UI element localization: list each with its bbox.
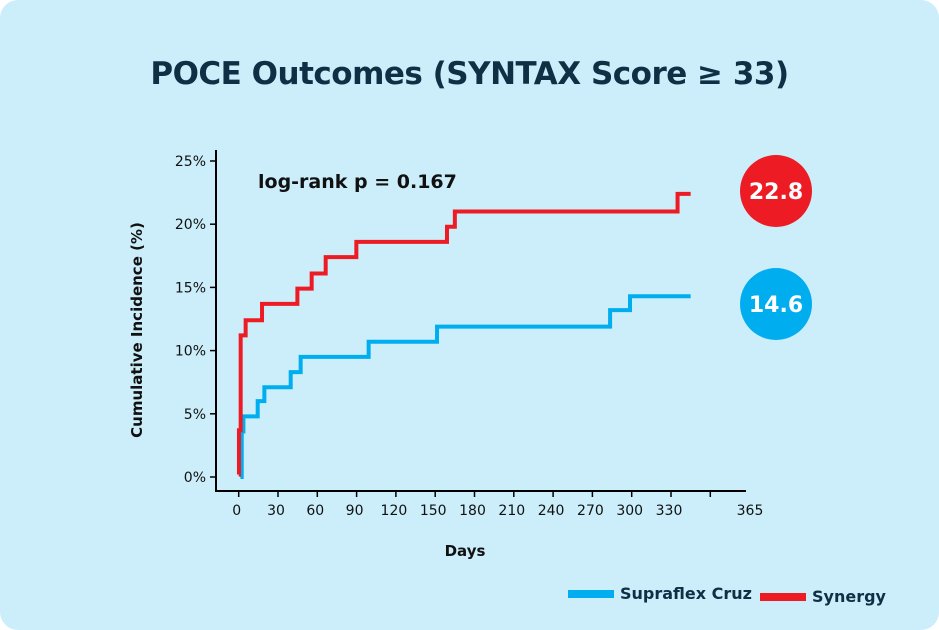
legend-swatch-blue	[568, 589, 614, 598]
x-tick-label: 300	[616, 503, 643, 519]
legend-label: Synergy	[812, 587, 886, 606]
x-tick-label: 120	[381, 503, 408, 519]
y-tick-label: 5%	[184, 407, 206, 423]
x-tick-label: 30	[267, 503, 285, 519]
y-axis-label: Cumulative Incidence (%)	[128, 222, 146, 438]
y-tick-label: 0%	[184, 470, 206, 486]
x-tick-label: 270	[577, 503, 604, 519]
x-tick-label: 180	[459, 503, 486, 519]
y-tick-label: 20%	[175, 217, 206, 233]
final-value-badge	[740, 155, 812, 227]
x-tick-label: 365	[737, 503, 764, 519]
y-tick-label: 25%	[175, 154, 206, 170]
x-axis-label: Days	[445, 542, 486, 560]
legend-item-supraflex: Supraflex Cruz	[568, 584, 752, 603]
x-tick-label: 210	[498, 503, 525, 519]
final-value-label: 14.6	[749, 293, 803, 318]
legend-swatch-red	[760, 592, 806, 601]
legend-label: Supraflex Cruz	[620, 584, 752, 603]
final-value-badge	[740, 268, 812, 340]
x-tick-label: 330	[656, 503, 683, 519]
x-tick-label: 60	[306, 503, 324, 519]
y-tick-label: 15%	[175, 280, 206, 296]
legend-item-synergy: Synergy	[760, 587, 886, 606]
x-tick-label: 150	[420, 503, 447, 519]
log-rank-annotation: log-rank p = 0.167	[258, 171, 457, 193]
km-curve-supraflex-cruz	[239, 294, 691, 479]
x-tick-label: 90	[346, 503, 364, 519]
y-tick-label: 10%	[175, 344, 206, 360]
x-tick-label: 240	[538, 503, 565, 519]
x-tick-label: 0	[232, 503, 241, 519]
km-curve-synergy	[236, 191, 691, 477]
chart-title: POCE Outcomes (SYNTAX Score ≥ 33)	[150, 56, 789, 92]
final-value-label: 22.8	[749, 180, 803, 205]
